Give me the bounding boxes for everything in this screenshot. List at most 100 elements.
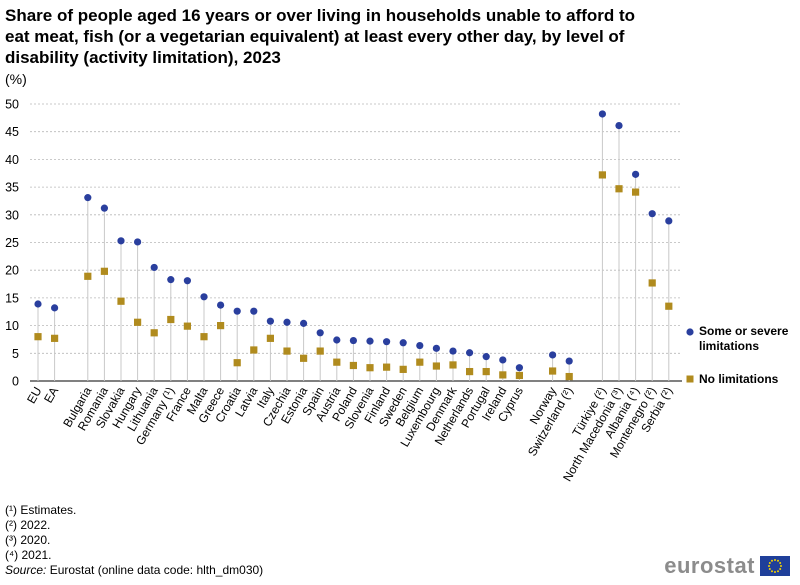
- point-no-limitations: [183, 322, 191, 330]
- point-no-limitations: [200, 333, 208, 341]
- point-some-severe-limitations: [200, 293, 208, 301]
- point-some-severe-limitations: [515, 364, 524, 372]
- legend-square-marker: [686, 375, 694, 383]
- point-some-severe-limitations: [565, 357, 573, 365]
- point-some-severe-limitations: [250, 307, 258, 315]
- footnote: (²) 2022.: [5, 518, 51, 532]
- point-no-limitations: [300, 354, 308, 362]
- point-some-severe-limitations: [266, 317, 274, 325]
- point-no-limitations: [416, 358, 424, 366]
- point-no-limitations: [366, 364, 374, 372]
- point-layer: [34, 110, 673, 381]
- point-some-severe-limitations: [349, 336, 357, 345]
- point-no-limitations: [134, 318, 142, 326]
- point-some-severe-limitations: [383, 338, 391, 346]
- point-no-limitations: [482, 367, 490, 376]
- point-some-severe-limitations: [84, 194, 92, 202]
- point-no-limitations: [34, 333, 42, 341]
- point-some-severe-limitations: [233, 307, 241, 315]
- chart-title: Share of people aged 16 years or over li…: [5, 6, 636, 67]
- point-some-severe-limitations: [167, 276, 175, 284]
- point-some-severe-limitations: [150, 263, 158, 272]
- point-no-limitations: [449, 361, 457, 369]
- point-some-severe-limitations: [632, 170, 640, 178]
- point-no-limitations: [316, 347, 324, 355]
- y-tick-label: 30: [5, 208, 19, 222]
- x-tick-label: EU: [24, 385, 44, 406]
- point-some-severe-limitations: [283, 318, 291, 326]
- y-tick-label: 35: [5, 181, 19, 195]
- point-some-severe-limitations: [499, 356, 507, 364]
- point-some-severe-limitations: [366, 337, 374, 345]
- legend-label-severe: Some or severe limitations: [699, 324, 789, 353]
- point-no-limitations: [283, 347, 291, 355]
- point-some-severe-limitations: [100, 204, 108, 212]
- point-some-severe-limitations: [665, 217, 673, 225]
- point-no-limitations: [233, 359, 241, 367]
- grid-layer: 0 5 10 15 20 25 30 35 40 45 50: [5, 98, 682, 389]
- point-some-severe-limitations: [117, 237, 125, 245]
- point-no-limitations: [150, 329, 158, 337]
- source-line: Source: Eurostat (online data code: hlth…: [5, 563, 263, 578]
- point-no-limitations: [632, 188, 640, 196]
- point-some-severe-limitations: [399, 339, 407, 347]
- point-some-severe-limitations: [300, 319, 308, 327]
- eu-flag-icon: [760, 556, 790, 576]
- point-no-limitations: [51, 334, 59, 342]
- y-tick-label: 20: [5, 264, 19, 278]
- point-some-severe-limitations: [217, 301, 225, 309]
- y-tick-label: 25: [5, 236, 19, 250]
- point-no-limitations: [117, 297, 125, 305]
- point-no-limitations: [266, 334, 274, 342]
- point-no-limitations: [565, 372, 573, 381]
- legend-circle-marker: [686, 328, 694, 336]
- footnote: (¹) Estimates.: [5, 503, 77, 517]
- point-no-limitations: [466, 367, 474, 376]
- y-tick-label: 40: [5, 153, 19, 167]
- y-tick-label: 50: [5, 98, 19, 112]
- point-some-severe-limitations: [432, 344, 440, 352]
- point-no-limitations: [515, 371, 523, 380]
- point-no-limitations: [615, 185, 623, 193]
- eurostat-logo: eurostat: [664, 553, 790, 578]
- y-tick-label: 0: [12, 375, 19, 389]
- legend-label-none: No limitations: [699, 372, 779, 386]
- y-tick-label: 5: [12, 347, 19, 361]
- footnote: (³) 2020.: [5, 533, 51, 547]
- point-some-severe-limitations: [598, 110, 607, 118]
- point-no-limitations: [84, 272, 92, 280]
- point-some-severe-limitations: [183, 277, 191, 285]
- footnotes: (¹) Estimates. (²) 2022. (³) 2020. (⁴) 2…: [5, 503, 263, 578]
- point-some-severe-limitations: [615, 122, 623, 130]
- point-no-limitations: [648, 279, 656, 287]
- point-no-limitations: [665, 302, 673, 310]
- point-some-severe-limitations: [549, 351, 557, 359]
- point-no-limitations: [333, 358, 341, 366]
- point-no-limitations: [598, 171, 606, 179]
- y-axis-unit-label: (%): [5, 71, 27, 87]
- y-tick-label: 15: [5, 291, 19, 305]
- point-no-limitations: [549, 367, 557, 375]
- point-no-limitations: [349, 361, 357, 370]
- point-no-limitations: [167, 315, 175, 324]
- point-no-limitations: [399, 365, 407, 373]
- footnote: (⁴) 2021.: [5, 548, 52, 562]
- point-some-severe-limitations: [466, 349, 474, 357]
- logo-text: eurostat: [664, 553, 755, 578]
- y-tick-label: 45: [5, 125, 19, 139]
- point-no-limitations: [383, 363, 391, 371]
- point-some-severe-limitations: [51, 304, 59, 312]
- point-no-limitations: [100, 267, 108, 275]
- point-some-severe-limitations: [333, 336, 341, 344]
- point-some-severe-limitations: [416, 341, 424, 350]
- y-tick-label: 10: [5, 319, 19, 333]
- x-tick-label: EA: [41, 385, 61, 406]
- point-no-limitations: [250, 346, 258, 354]
- source-prefix: Source:: [5, 563, 47, 577]
- point-some-severe-limitations: [648, 210, 656, 218]
- source-text: Eurostat (online data code: hlth_dm030): [46, 563, 264, 577]
- point-some-severe-limitations: [34, 300, 42, 308]
- point-some-severe-limitations: [482, 353, 490, 361]
